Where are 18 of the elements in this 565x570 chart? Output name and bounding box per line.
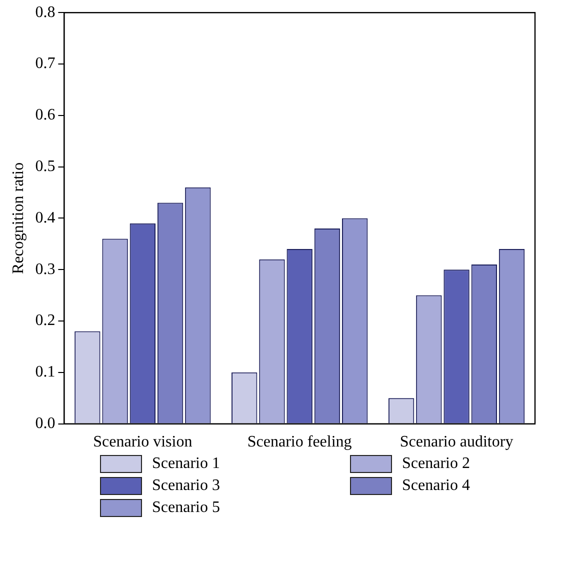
x-tick-label: Scenario vision [93,434,192,451]
legend-label: Scenario 2 [402,455,470,473]
x-tick-label: Scenario feeling [247,434,352,451]
y-axis-title: Recognition ratio [10,162,27,274]
x-tick-label: Scenario auditory [400,434,514,451]
y-tick-label: 0.7 [35,55,56,72]
y-tick-label: 0.5 [35,158,56,176]
y-tick-label: 0.4 [35,209,56,226]
legend-label: Scenario 5 [152,499,220,517]
y-tick-label: 0.8 [35,4,56,21]
legend-label: Scenario 3 [152,477,220,495]
y-tick-label: 0.2 [35,312,56,330]
y-tick-label: 0.0 [35,415,56,432]
y-tick-label: 0.3 [35,260,56,278]
y-tick-label: 0.6 [35,106,56,124]
legend-label: Scenario 4 [402,477,470,495]
y-tick-label: 0.1 [35,364,56,381]
legend-label: Scenario 1 [152,455,220,473]
